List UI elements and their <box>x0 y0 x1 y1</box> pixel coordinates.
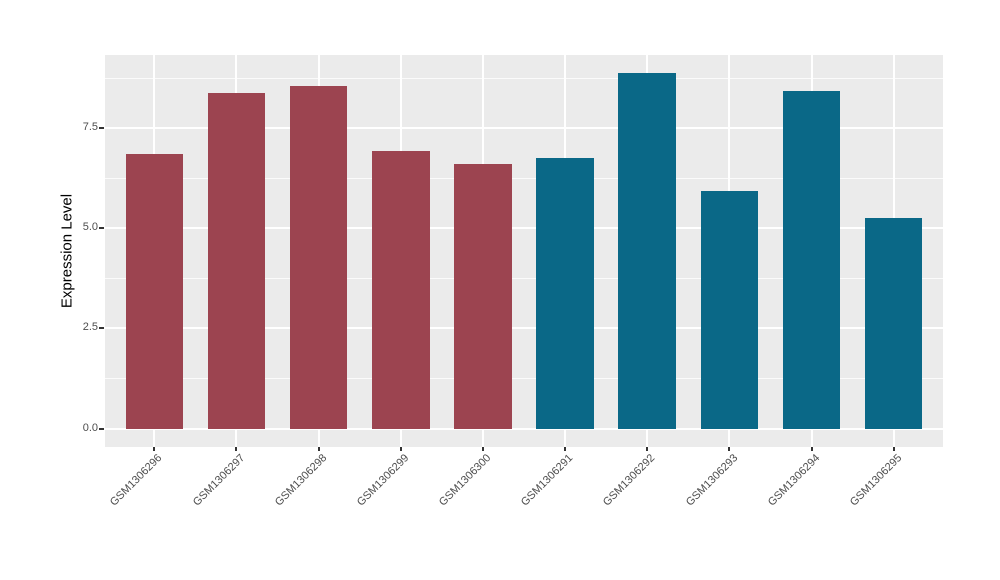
bar <box>618 73 676 429</box>
x-tick-label-text: GSM1306296 <box>108 452 165 509</box>
x-tick-mark <box>810 447 813 451</box>
bar <box>125 153 184 429</box>
x-tick-mark <box>646 447 649 451</box>
plot-panel <box>105 55 943 447</box>
x-tick-mark <box>153 447 156 451</box>
gridline-y-minor <box>105 277 943 279</box>
x-tick-label-text: GSM1306297 <box>190 452 247 509</box>
bar <box>207 92 266 429</box>
bar <box>864 217 923 429</box>
x-tick-mark <box>564 447 567 451</box>
x-tick-label-text: GSM1306294 <box>765 452 823 509</box>
x-tick-label-text: GSM1306300 <box>436 452 494 509</box>
gridline-y-major <box>105 127 943 130</box>
y-tick-mark <box>99 227 104 230</box>
gridline-y-major <box>105 327 943 330</box>
y-axis-title-text: Expression Level <box>58 193 76 309</box>
y-tick-label: 5.0 <box>82 221 98 234</box>
x-tick-mark <box>481 447 484 451</box>
y-tick-mark <box>99 327 104 330</box>
bar <box>454 163 512 429</box>
gridline-y-major <box>105 427 943 430</box>
x-tick-mark <box>728 447 731 451</box>
y-tick-mark <box>99 427 104 430</box>
y-tick-mark <box>99 127 104 130</box>
x-tick-label-text: GSM1306291 <box>519 452 576 509</box>
gridline-y-major <box>105 227 943 230</box>
gridline-y-minor <box>105 177 943 179</box>
y-tick-label: 0.0 <box>82 421 98 434</box>
gridline-y-minor <box>105 378 943 380</box>
x-tick-label-text: GSM1306292 <box>601 452 658 509</box>
gridline-y-minor <box>105 77 943 79</box>
x-tick-label-text: GSM1306295 <box>847 452 905 509</box>
bar <box>782 91 841 429</box>
bar <box>536 157 594 429</box>
bar <box>372 151 430 429</box>
x-tick-mark <box>892 447 895 451</box>
x-tick-mark <box>235 447 238 451</box>
bar <box>289 86 348 429</box>
x-tick-label-text: GSM1306293 <box>683 452 740 509</box>
y-tick-label: 7.5 <box>82 121 98 134</box>
bar <box>700 190 759 429</box>
y-tick-label: 2.5 <box>82 321 98 334</box>
x-tick-mark <box>317 447 320 451</box>
x-tick-mark <box>399 447 402 451</box>
x-tick-label-text: GSM1306299 <box>354 452 412 509</box>
x-tick-label-text: GSM1306298 <box>272 452 330 509</box>
